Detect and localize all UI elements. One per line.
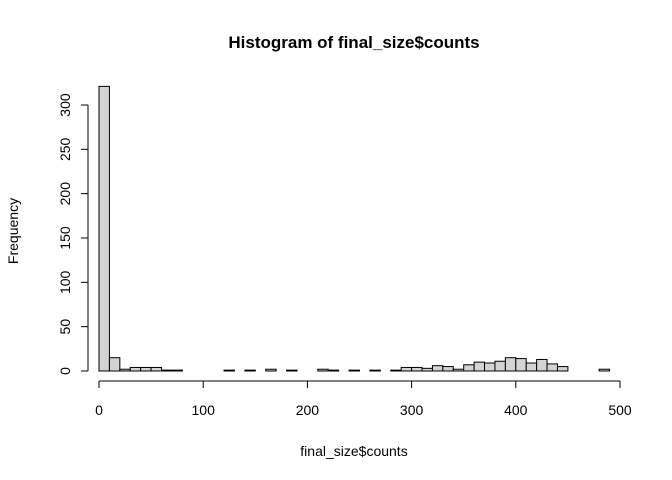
- histogram-bar: [171, 369, 183, 372]
- histogram-bar: [546, 363, 558, 372]
- histogram-bar: [119, 368, 131, 372]
- histogram-bar: [348, 369, 360, 372]
- histogram-bar: [223, 369, 235, 372]
- histogram-bar: [400, 366, 413, 372]
- histogram-bar: [369, 369, 381, 372]
- histogram-bar: [484, 362, 496, 372]
- histogram-bar: [286, 369, 298, 372]
- y-axis: 0 50 100 150 200 250 300: [57, 93, 89, 375]
- histogram-bar: [390, 369, 402, 372]
- histogram-bar: [421, 367, 433, 372]
- histogram-bar: [140, 366, 152, 372]
- histogram-bar: [536, 358, 548, 372]
- y-tick-label: 200: [57, 182, 73, 206]
- histogram-bar: [327, 369, 340, 372]
- histogram-bar: [473, 361, 486, 372]
- y-tick-label: 150: [57, 226, 73, 250]
- y-tick-label: 300: [57, 93, 73, 117]
- y-tick-label: 250: [57, 137, 73, 161]
- x-axis: 0 100 200 300 400 500: [95, 380, 632, 418]
- histogram-bar: [411, 366, 423, 372]
- histogram-bar: [556, 366, 569, 372]
- histogram-bar: [431, 365, 444, 372]
- chart-title: Histogram of final_size$counts: [228, 33, 479, 52]
- histogram-bar: [452, 368, 465, 372]
- y-axis-label: Frequency: [5, 198, 21, 264]
- histogram-bar: [598, 368, 611, 372]
- x-tick-label: 200: [296, 402, 320, 418]
- histogram-bar: [108, 357, 121, 372]
- bars-group: [98, 85, 611, 372]
- histogram-bar: [161, 369, 173, 372]
- histogram-bar: [463, 364, 475, 372]
- y-tick-label: 100: [57, 270, 73, 294]
- histogram-bar: [150, 366, 163, 372]
- histogram-bar: [494, 360, 506, 372]
- x-tick-label: 100: [192, 402, 216, 418]
- histogram-bar: [504, 357, 517, 372]
- x-tick-label: 400: [504, 402, 528, 418]
- histogram-bar: [515, 358, 527, 372]
- y-tick-label: 0: [57, 367, 73, 375]
- x-tick-label: 0: [95, 402, 103, 418]
- histogram-bar: [265, 368, 277, 372]
- histogram-bar: [525, 362, 538, 372]
- histogram-bar: [129, 366, 142, 372]
- histogram-bar: [244, 369, 256, 372]
- x-tick-label: 300: [400, 402, 424, 418]
- histogram-bar: [98, 85, 110, 372]
- x-tick-label: 500: [608, 402, 632, 418]
- y-tick-label: 50: [57, 319, 73, 335]
- x-axis-label: final_size$counts: [300, 443, 407, 459]
- histogram-bar: [442, 366, 454, 372]
- histogram-bar: [317, 368, 329, 372]
